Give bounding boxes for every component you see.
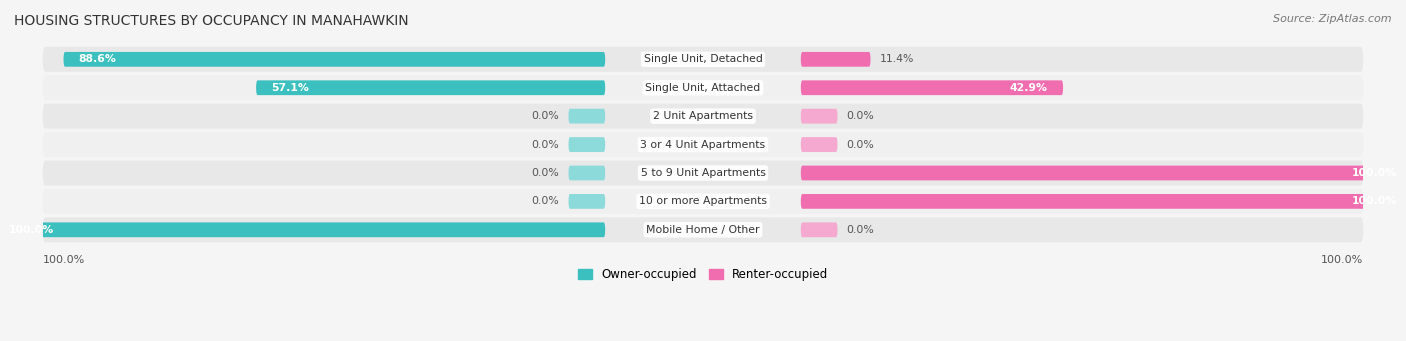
FancyBboxPatch shape <box>42 132 1364 157</box>
Text: HOUSING STRUCTURES BY OCCUPANCY IN MANAHAWKIN: HOUSING STRUCTURES BY OCCUPANCY IN MANAH… <box>14 14 409 28</box>
FancyBboxPatch shape <box>42 189 1364 214</box>
FancyBboxPatch shape <box>801 52 870 67</box>
FancyBboxPatch shape <box>0 222 605 237</box>
Text: 2 Unit Apartments: 2 Unit Apartments <box>652 111 754 121</box>
FancyBboxPatch shape <box>801 194 1406 209</box>
Text: Mobile Home / Other: Mobile Home / Other <box>647 225 759 235</box>
FancyBboxPatch shape <box>568 109 605 123</box>
Text: 42.9%: 42.9% <box>1010 83 1047 93</box>
FancyBboxPatch shape <box>42 104 1364 129</box>
FancyBboxPatch shape <box>801 222 838 237</box>
Text: Single Unit, Detached: Single Unit, Detached <box>644 54 762 64</box>
Text: 0.0%: 0.0% <box>531 111 560 121</box>
Text: 0.0%: 0.0% <box>846 111 875 121</box>
Text: 11.4%: 11.4% <box>880 54 914 64</box>
Legend: Owner-occupied, Renter-occupied: Owner-occupied, Renter-occupied <box>572 264 834 286</box>
Text: 100.0%: 100.0% <box>42 255 84 265</box>
Text: 100.0%: 100.0% <box>1351 196 1398 206</box>
FancyBboxPatch shape <box>801 137 838 152</box>
FancyBboxPatch shape <box>801 80 1063 95</box>
FancyBboxPatch shape <box>801 109 838 123</box>
FancyBboxPatch shape <box>568 194 605 209</box>
Text: 88.6%: 88.6% <box>79 54 117 64</box>
Text: 10 or more Apartments: 10 or more Apartments <box>638 196 768 206</box>
Text: 5 to 9 Unit Apartments: 5 to 9 Unit Apartments <box>641 168 765 178</box>
Text: 100.0%: 100.0% <box>1351 168 1398 178</box>
FancyBboxPatch shape <box>256 80 605 95</box>
FancyBboxPatch shape <box>42 161 1364 186</box>
Text: 57.1%: 57.1% <box>271 83 309 93</box>
FancyBboxPatch shape <box>42 75 1364 100</box>
FancyBboxPatch shape <box>801 166 1406 180</box>
Text: 100.0%: 100.0% <box>1322 255 1364 265</box>
Text: 100.0%: 100.0% <box>8 225 55 235</box>
Text: 0.0%: 0.0% <box>531 168 560 178</box>
Text: 0.0%: 0.0% <box>531 196 560 206</box>
Text: 3 or 4 Unit Apartments: 3 or 4 Unit Apartments <box>641 139 765 150</box>
Text: 0.0%: 0.0% <box>846 139 875 150</box>
FancyBboxPatch shape <box>42 217 1364 242</box>
FancyBboxPatch shape <box>42 47 1364 72</box>
Text: Single Unit, Attached: Single Unit, Attached <box>645 83 761 93</box>
Text: Source: ZipAtlas.com: Source: ZipAtlas.com <box>1274 14 1392 24</box>
FancyBboxPatch shape <box>568 166 605 180</box>
Text: 0.0%: 0.0% <box>846 225 875 235</box>
FancyBboxPatch shape <box>63 52 605 67</box>
FancyBboxPatch shape <box>568 137 605 152</box>
Text: 0.0%: 0.0% <box>531 139 560 150</box>
